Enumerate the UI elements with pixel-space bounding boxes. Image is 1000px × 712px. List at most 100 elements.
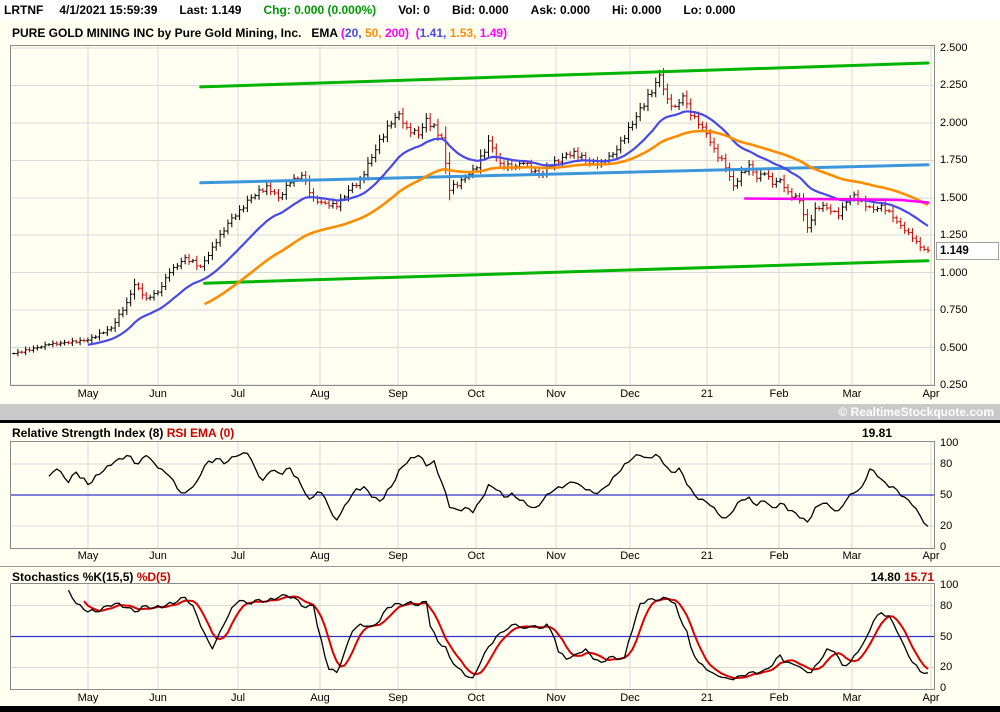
quote-datetime: 4/1/2021 15:59:39: [59, 2, 158, 17]
y-tick-label: 2.500: [940, 42, 968, 54]
ema-legend-part: [409, 26, 416, 40]
bottom-border-bar: [0, 706, 1000, 712]
y-tick-label: 0.750: [940, 304, 968, 317]
rsi-x-axis: May Jun Jul Aug Sep Oct Nov Dec 21 Feb Mar Apr: [0, 550, 1000, 564]
month-label: May: [77, 692, 99, 704]
stoch-x-axis: May Jun Jul Aug Sep Oct Nov Dec 21 Feb Mar Apr: [0, 692, 1000, 706]
stoch-current-values: 14.80 15.71: [871, 570, 934, 584]
month-label: Feb: [769, 692, 789, 704]
month-label: Apr: [922, 388, 940, 400]
month-label: Feb: [769, 388, 789, 400]
y-tick-label: 0.500: [940, 341, 968, 354]
quote-ask: Ask: 0.000: [530, 2, 591, 17]
y-tick-label: 2.000: [940, 116, 968, 129]
quote-bid: Bid: 0.000: [451, 2, 509, 17]
stoch-header: Stochastics %K(15,5) %D(5): [12, 570, 171, 584]
main-chart-title: PURE GOLD MINING INC by Pure Gold Mining…: [12, 26, 302, 40]
last-price-axis-label: 1.149: [936, 242, 999, 261]
y-tick-label: 100: [940, 579, 959, 591]
month-label: 21: [700, 550, 714, 562]
ema-legend: EMA (20, 50, 200) (1.41, 1.53, 1.49): [311, 26, 507, 40]
month-label: Jul: [230, 550, 246, 562]
month-label: Nov: [546, 550, 566, 562]
ema-legend-part: ): [503, 26, 508, 40]
stoch-plot: [10, 583, 935, 690]
month-label: Apr: [922, 550, 940, 562]
main-price-plot: [10, 45, 935, 386]
month-label: Aug: [310, 550, 330, 562]
rsi-plot: [10, 441, 935, 549]
ema-legend-part: 50,: [364, 26, 385, 40]
ema-legend-part: 200: [384, 26, 405, 40]
month-label: Oct: [467, 550, 485, 562]
month-label: Jul: [230, 388, 246, 400]
month-label: Oct: [467, 388, 485, 400]
ema-legend-part: (: [340, 26, 345, 40]
month-label: Jul: [230, 692, 246, 704]
stoch-d-value: 15.71: [903, 570, 934, 584]
copyright-strip: © RealtimeStockquote.com: [0, 404, 1000, 420]
y-tick-label: 1.750: [940, 154, 968, 167]
y-tick-label: 2.250: [940, 79, 968, 92]
y-tick-label: 20: [940, 520, 953, 533]
y-tick-label: 0.250: [940, 379, 968, 391]
quote-volume: Vol: 0: [398, 2, 430, 17]
main-x-axis: May Jun Jul Aug Sep Oct Nov Dec 21 Feb Mar Apr: [0, 388, 1000, 402]
month-label: Dec: [620, 550, 640, 562]
month-label: Jun: [149, 692, 167, 704]
ema-legend-part: EMA: [311, 26, 341, 40]
y-tick-label: 1.500: [940, 191, 968, 204]
month-label: Apr: [922, 692, 940, 704]
y-tick-label: 0: [940, 541, 947, 553]
stoch-k-value: 14.80: [870, 570, 901, 584]
divider: [0, 420, 1000, 423]
main-chart-window: PURE GOLD MINING INC by Pure Gold Mining…: [0, 19, 1000, 404]
month-label: Sep: [388, 692, 408, 704]
y-tick-label: 20: [940, 661, 953, 674]
month-label: Sep: [388, 550, 408, 562]
ema-legend-part: 20,: [344, 26, 365, 40]
ema-legend-part: 1.53,: [449, 26, 480, 40]
month-label: Dec: [620, 388, 640, 400]
y-tick-label: 0: [940, 682, 947, 694]
y-tick-label: 1.250: [940, 229, 968, 242]
last-price-value: 1.149: [940, 245, 969, 258]
quote-high: Hi: 0.000: [612, 2, 662, 17]
ema-legend-part: 1.49: [479, 26, 504, 40]
y-tick-label: 80: [940, 457, 953, 470]
month-label: Mar: [842, 550, 862, 562]
month-label: Mar: [842, 692, 862, 704]
stochastics-window: Stochastics %K(15,5) %D(5) 14.80 15.71 1…: [0, 567, 1000, 706]
month-label: Nov: [546, 388, 566, 400]
month-label: May: [77, 388, 99, 400]
month-label: 21: [700, 692, 714, 704]
quote-low: Lo: 0.000: [683, 2, 736, 17]
month-label: Mar: [842, 388, 862, 400]
rsi-header: Relative Strength Index (8) RSI EMA (0): [12, 426, 234, 440]
month-label: Oct: [467, 692, 485, 704]
ema-legend-part: ): [404, 26, 409, 40]
stoch-d-title: %D(5): [136, 570, 171, 584]
month-label: Feb: [769, 550, 789, 562]
ema-legend-part: 1.41,: [419, 26, 450, 40]
y-tick-label: 50: [940, 630, 953, 643]
month-label: May: [77, 550, 99, 562]
main-chart-title-row: PURE GOLD MINING INC by Pure Gold Mining…: [12, 26, 507, 40]
month-label: Dec: [620, 692, 640, 704]
copyright-text: © RealtimeStockquote.com: [838, 405, 994, 419]
stoch-title: Stochastics %K(15,5): [12, 570, 137, 584]
rsi-window: Relative Strength Index (8) RSI EMA (0) …: [0, 423, 1000, 567]
quote-change: Chg: 0.000 (0.000%): [263, 2, 377, 17]
month-label: 21: [700, 388, 714, 400]
month-label: Aug: [310, 388, 330, 400]
ema-legend-part: (: [415, 26, 420, 40]
rsi-current-value: 19.81: [861, 426, 892, 440]
month-label: Nov: [546, 692, 566, 704]
rsi-title: Relative Strength Index (8): [12, 426, 167, 440]
month-label: Jun: [149, 550, 167, 562]
y-tick-label: 50: [940, 489, 953, 501]
y-tick-label: 1.000: [940, 266, 968, 279]
y-tick-label: 80: [940, 599, 953, 612]
month-label: Aug: [310, 692, 330, 704]
